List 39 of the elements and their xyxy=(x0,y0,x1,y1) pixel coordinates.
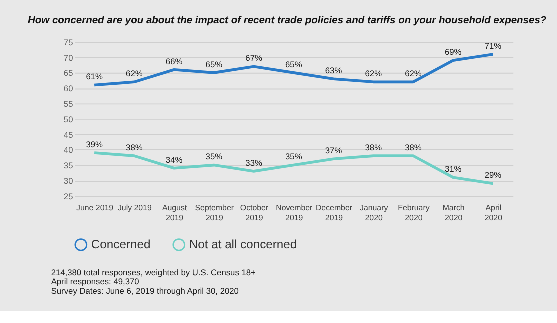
data-label: 29% xyxy=(484,170,502,180)
chart-title: How concerned are you about the impact of recent trade policies and tariffs on your household expenses? xyxy=(28,15,548,26)
data-label: 67% xyxy=(246,53,263,64)
data-label: 33% xyxy=(246,158,263,168)
data-label: 31% xyxy=(444,164,462,174)
data-label: 34% xyxy=(166,154,184,165)
data-label: 38% xyxy=(405,142,422,152)
data-label: 65% xyxy=(286,59,303,70)
data-label: 62% xyxy=(126,68,144,79)
text: April responses: 49,370 xyxy=(51,276,140,287)
data-label: 63% xyxy=(325,65,343,76)
text: Survey Dates: June 6, 2019 through April 30, 2020 xyxy=(51,286,240,296)
data-label: 37% xyxy=(325,146,343,156)
data-label: 69% xyxy=(444,47,462,58)
data-label: 62% xyxy=(365,68,383,79)
data-label: 38% xyxy=(365,142,383,152)
data-label: 65% xyxy=(206,59,224,70)
data-label: 35% xyxy=(286,152,303,162)
y-tick-label: 55 xyxy=(64,98,74,109)
data-label: 71% xyxy=(484,40,502,51)
data-label: 35% xyxy=(206,152,224,162)
data-label: 61% xyxy=(86,72,104,82)
y-tick-label: 30 xyxy=(64,176,74,186)
y-tick-label: 25 xyxy=(64,191,74,202)
y-tick-label: 75 xyxy=(64,37,74,48)
data-label: 62% xyxy=(405,68,422,79)
y-tick-label: 50 xyxy=(64,114,74,124)
y-tick-label: 65 xyxy=(64,68,74,78)
legend-label: Concerned xyxy=(91,238,151,252)
text: 214,380 total responses, weighted by U.S. Census 18+ xyxy=(51,267,256,278)
legend-label: Not at all concerned xyxy=(189,238,298,252)
y-tick-label: 40 xyxy=(64,145,74,156)
data-label: 38% xyxy=(126,142,144,152)
data-label: 66% xyxy=(166,56,184,66)
y-tick-label: 35 xyxy=(64,160,74,171)
y-tick-label: 60 xyxy=(64,84,74,94)
data-label: 39% xyxy=(86,139,104,150)
y-tick-label: 70 xyxy=(64,52,74,63)
y-tick-label: 45 xyxy=(64,130,74,140)
